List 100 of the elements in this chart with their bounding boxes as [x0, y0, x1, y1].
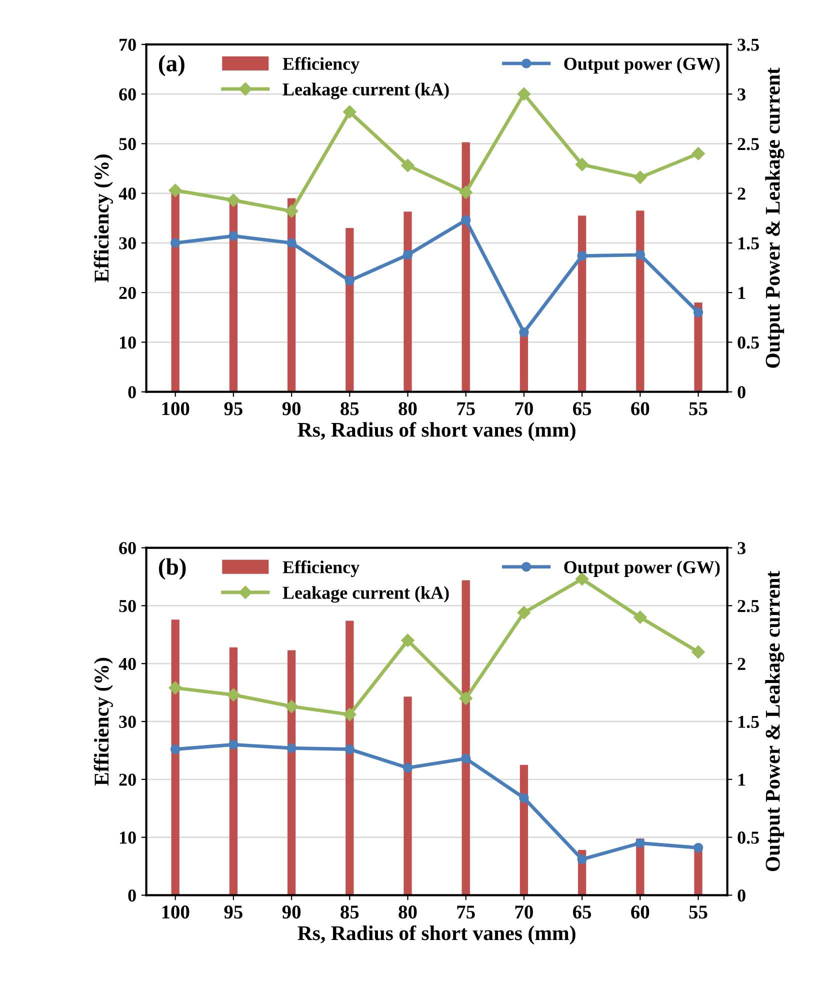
- y2-tick-label: 3: [738, 542, 746, 554]
- bar: [520, 332, 528, 392]
- x-tick-label: 70: [515, 402, 533, 416]
- y2-tick-label: 1.5: [738, 716, 759, 728]
- y-tick-label: 70: [120, 38, 136, 51]
- y-tick-label: 40: [118, 658, 136, 670]
- bar: [520, 764, 528, 896]
- x-tick-label: 90: [282, 402, 301, 416]
- legend-label: Output power (GW): [564, 57, 720, 74]
- y2-tick-label: 3: [738, 88, 746, 100]
- x-tick-label: 60: [631, 905, 650, 919]
- bar: [462, 142, 470, 392]
- y-tick-label: 20: [119, 286, 136, 300]
- point: [693, 308, 704, 318]
- y-tick-label: 30: [119, 237, 136, 250]
- x-tick-label: 75: [457, 402, 475, 416]
- bar: [229, 200, 238, 392]
- x-tick-label: 60: [631, 402, 650, 416]
- bar: [171, 620, 180, 896]
- point: [692, 147, 705, 160]
- point: [402, 250, 413, 260]
- point: [577, 250, 587, 261]
- point: [461, 754, 471, 764]
- point: [343, 708, 356, 722]
- y2-tick-label: 1.5: [738, 237, 759, 250]
- annotation: (b): [158, 558, 186, 580]
- point: [461, 215, 471, 225]
- x-tick-label: 100: [162, 905, 190, 919]
- y2-tick-label: 0: [738, 386, 746, 398]
- x-tick-label: 100: [162, 402, 190, 416]
- bar: [694, 302, 702, 392]
- x-tick-label: 65: [573, 402, 592, 416]
- y-tick-label: 60: [119, 542, 136, 554]
- point: [344, 744, 355, 754]
- point: [459, 186, 472, 199]
- bar: [636, 210, 644, 392]
- x-axis-title: Rs, Radius of short vanes (mm): [298, 422, 576, 442]
- point: [402, 762, 413, 773]
- legend-label: Leakage current (kA): [282, 82, 449, 100]
- y2-tick-label: 2: [738, 188, 746, 200]
- bar: [346, 620, 354, 896]
- bar: [578, 216, 586, 392]
- y2-tick-label: 0: [738, 889, 746, 902]
- y2-tick-label: 2: [738, 658, 746, 670]
- point: [170, 238, 180, 248]
- x-tick-label: 80: [398, 402, 417, 416]
- annotation: (a): [158, 54, 184, 76]
- y2-tick-label: 2.5: [738, 600, 759, 612]
- x-tick-label: 85: [340, 402, 359, 416]
- y2-tick-label: 1: [738, 286, 746, 299]
- point: [286, 743, 296, 753]
- point: [228, 740, 238, 750]
- y2-tick-label: 3.5: [738, 38, 759, 51]
- bar: [462, 580, 470, 896]
- point: [459, 692, 472, 705]
- point: [401, 158, 414, 172]
- legend-label: Output power (GW): [564, 560, 720, 577]
- point: [170, 744, 180, 754]
- y2-tick-label: 1: [738, 774, 746, 786]
- point: [575, 158, 589, 172]
- point: [519, 793, 529, 803]
- y-tick-label: 30: [119, 716, 136, 728]
- x-tick-label: 70: [515, 905, 533, 919]
- x-tick-label: 85: [340, 905, 359, 919]
- point: [517, 606, 531, 620]
- y-axis-title: Efficiency (%): [94, 154, 113, 282]
- y-tick-label: 20: [119, 774, 136, 786]
- y-tick-label: 0: [128, 386, 136, 398]
- y-axis-title: Efficiency (%): [94, 658, 113, 786]
- bar: [229, 647, 238, 896]
- point: [286, 238, 296, 248]
- y2-axis-title: Output Power & Leakage current: [765, 68, 784, 368]
- point: [635, 838, 646, 848]
- y-tick-label: 60: [119, 88, 136, 100]
- y2-axis-title: Output Power & Leakage current: [765, 570, 784, 872]
- point: [168, 184, 182, 197]
- x-tick-label: 80: [398, 905, 417, 919]
- y-tick-label: 10: [120, 336, 136, 349]
- y-tick-label: 50: [119, 138, 136, 150]
- bar: [404, 696, 412, 896]
- legend-label: Efficiency: [282, 560, 360, 578]
- point: [284, 700, 298, 714]
- point: [168, 681, 182, 694]
- bar: [404, 212, 412, 392]
- y2-tick-label: 2.5: [738, 138, 759, 150]
- x-tick-label: 95: [224, 906, 242, 919]
- point: [228, 231, 238, 241]
- x-tick-label: 95: [224, 402, 242, 416]
- point: [284, 204, 298, 218]
- point: [343, 105, 356, 118]
- y-tick-label: 0: [128, 889, 136, 902]
- y-tick-label: 10: [120, 832, 136, 844]
- x-tick-label: 65: [573, 906, 592, 919]
- bar: [346, 228, 354, 392]
- x-tick-label: 90: [282, 905, 301, 919]
- point: [635, 250, 646, 260]
- point: [577, 854, 587, 864]
- y2-tick-label: 0.5: [738, 336, 759, 349]
- x-axis-title: Rs, Radius of short vanes (mm): [298, 925, 576, 944]
- point: [226, 194, 240, 207]
